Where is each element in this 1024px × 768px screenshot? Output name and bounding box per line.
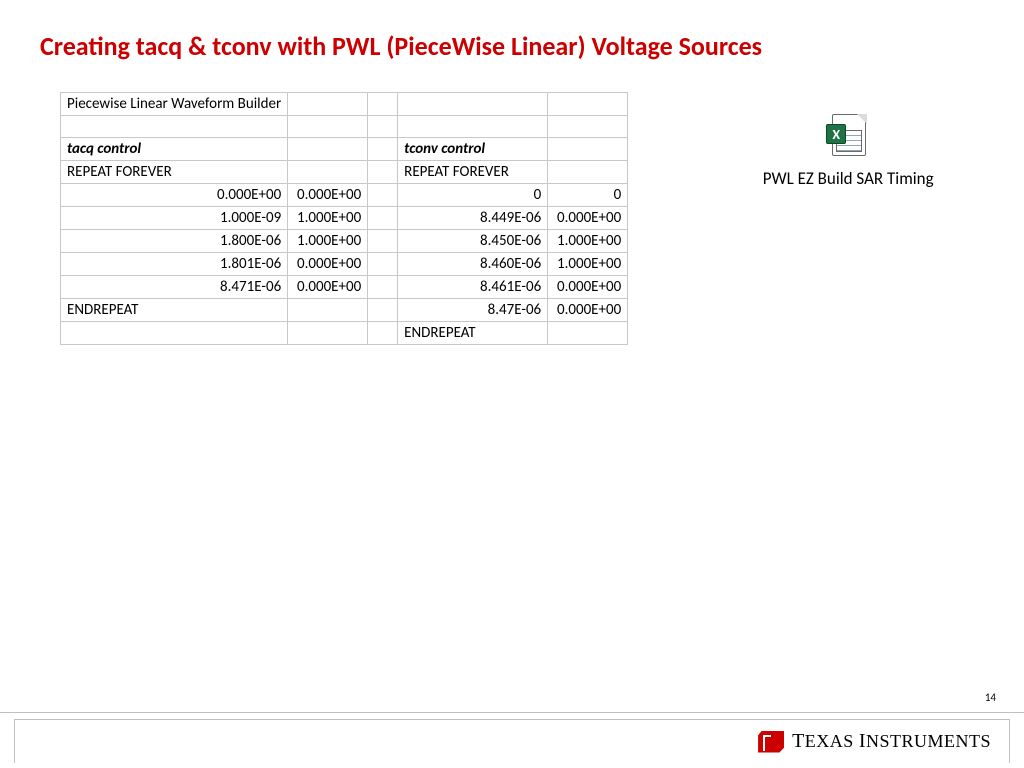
table-row: 1.801E-060.000E+00 8.460E-061.000E+00	[61, 253, 628, 276]
table-cell: 0.000E+00	[288, 276, 368, 299]
table-cell	[288, 299, 368, 322]
table-cell	[548, 116, 628, 138]
table-cell	[61, 322, 288, 345]
table-cell	[288, 138, 368, 161]
table-row: 1.000E-091.000E+00 8.449E-060.000E+00	[61, 207, 628, 230]
table-row: tacq control tconv control	[61, 138, 628, 161]
table-row	[61, 116, 628, 138]
table-cell	[368, 138, 398, 161]
table-cell: 0.000E+00	[548, 299, 628, 322]
table-cell: 1.801E-06	[61, 253, 288, 276]
table-cell: 0	[398, 184, 548, 207]
table-cell: 0.000E+00	[288, 253, 368, 276]
table-cell: tconv control	[398, 138, 548, 161]
page-number: 14	[985, 691, 996, 704]
table-cell: Piecewise Linear Waveform Builder	[61, 93, 288, 116]
table-cell: 0.000E+00	[61, 184, 288, 207]
table-cell	[368, 299, 398, 322]
table-row: 8.471E-060.000E+008.461E-060.000E+00	[61, 276, 628, 299]
slide-footer: 14 TEXAS INSTRUMENTS	[0, 712, 1024, 768]
table-cell: 8.450E-06	[398, 230, 548, 253]
table-cell: 0	[548, 184, 628, 207]
table-cell	[288, 161, 368, 184]
table-cell	[368, 116, 398, 138]
table-cell	[368, 207, 398, 230]
table-cell: 1.000E+00	[548, 230, 628, 253]
table-cell	[368, 276, 398, 299]
table-cell	[288, 116, 368, 138]
table-row: Piecewise Linear Waveform Builder	[61, 93, 628, 116]
table-cell	[368, 322, 398, 345]
slide-title: Creating tacq & tconv with PWL (PieceWis…	[0, 0, 1024, 62]
table-cell: 8.460E-06	[398, 253, 548, 276]
table-cell	[368, 161, 398, 184]
table-cell	[368, 184, 398, 207]
table-cell: ENDREPEAT	[398, 322, 548, 345]
table-row: ENDREPEAT	[61, 322, 628, 345]
table-cell	[548, 138, 628, 161]
table-cell: 1.000E+00	[288, 207, 368, 230]
ti-logo: TEXAS INSTRUMENTS	[758, 730, 991, 753]
table-cell: 1.000E-09	[61, 207, 288, 230]
table-row: 0.000E+000.000E+00 00	[61, 184, 628, 207]
table-cell: 8.449E-06	[398, 207, 548, 230]
table-cell: tacq control	[61, 138, 288, 161]
table-cell: 0.000E+00	[288, 184, 368, 207]
table-cell	[368, 93, 398, 116]
table-cell: REPEAT FOREVER	[61, 161, 288, 184]
side-widget-label: PWL EZ Build SAR Timing	[758, 168, 938, 189]
pwl-table: Piecewise Linear Waveform Builder tacq co…	[60, 92, 628, 345]
table-cell: 0.000E+00	[548, 207, 628, 230]
table-cell: 8.461E-06	[398, 276, 548, 299]
table-cell	[368, 253, 398, 276]
table-cell	[548, 93, 628, 116]
table-cell	[368, 230, 398, 253]
table-cell: 1.000E+00	[288, 230, 368, 253]
excel-file-icon[interactable]: X	[824, 112, 872, 160]
table-row: ENDREPEAT 8.47E-060.000E+00	[61, 299, 628, 322]
ti-chip-icon	[758, 731, 784, 753]
table-cell: REPEAT FOREVER	[398, 161, 548, 184]
footer-brand-text: TEXAS INSTRUMENTS	[792, 730, 991, 753]
table-cell	[61, 116, 288, 138]
table-row: REPEAT FOREVER REPEAT FOREVER	[61, 161, 628, 184]
table-cell	[398, 93, 548, 116]
content-area: Piecewise Linear Waveform Builder tacq co…	[0, 62, 1024, 345]
table-cell	[548, 322, 628, 345]
table-cell: 8.47E-06	[398, 299, 548, 322]
side-widget: X PWL EZ Build SAR Timing	[758, 112, 938, 345]
table-cell: 0.000E+00	[548, 276, 628, 299]
table-cell: ENDREPEAT	[61, 299, 288, 322]
table-cell	[288, 93, 368, 116]
table-cell	[398, 116, 548, 138]
table-row: 1.800E-061.000E+008.450E-061.000E+00	[61, 230, 628, 253]
table-cell: 8.471E-06	[61, 276, 288, 299]
table-cell	[548, 161, 628, 184]
pwl-table-container: Piecewise Linear Waveform Builder tacq co…	[60, 92, 628, 345]
table-cell	[288, 322, 368, 345]
table-cell: 1.800E-06	[61, 230, 288, 253]
table-cell: 1.000E+00	[548, 253, 628, 276]
